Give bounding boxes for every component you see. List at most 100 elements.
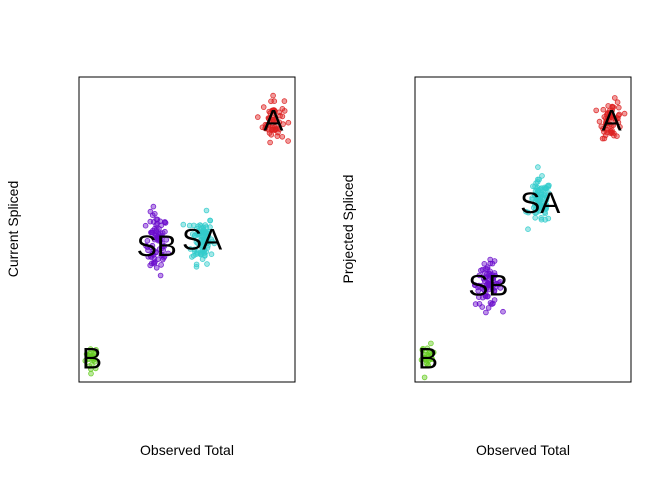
data-point-sb (142, 222, 149, 229)
data-point-a (593, 107, 599, 114)
data-point-a (616, 111, 623, 118)
data-point-sa (192, 232, 198, 239)
x-axis-title: Observed Total (140, 442, 234, 458)
data-point-sb (491, 288, 498, 295)
data-point-sa (543, 202, 550, 208)
data-point-sb (163, 237, 170, 243)
data-point-sa (193, 239, 200, 245)
data-point-sb (481, 260, 488, 267)
data-point-a (270, 107, 277, 113)
data-point-a (596, 118, 603, 125)
data-point-sa (532, 207, 539, 213)
data-point-a (267, 139, 273, 146)
scatter-panel-projected: B SB SA A Observed Total Projected Spliced (340, 76, 632, 458)
data-point-a (262, 125, 269, 132)
data-point-b (92, 349, 99, 355)
data-point-sa (204, 261, 210, 267)
data-point-sb (491, 297, 498, 303)
data-point-sb (153, 216, 160, 223)
data-point-sb (158, 262, 164, 268)
cluster-label-sa: SA (520, 187, 560, 220)
data-point-sa (533, 180, 539, 186)
data-point-a (610, 104, 617, 110)
data-point-a (260, 104, 267, 110)
data-point-sb (150, 247, 157, 254)
data-point-sb (162, 219, 168, 225)
data-point-sa (186, 222, 193, 229)
data-point-sa (525, 226, 531, 233)
data-point-sb (488, 301, 495, 307)
plot-frame (78, 76, 296, 383)
data-point-sa (542, 210, 548, 217)
data-point-a (607, 128, 614, 134)
data-point-a (254, 114, 261, 120)
data-point-a (279, 106, 286, 112)
data-point-a (609, 116, 616, 122)
data-point-a (605, 103, 611, 109)
data-point-sb (476, 272, 483, 279)
data-point-sa (198, 251, 204, 258)
data-point-sa (535, 164, 541, 170)
data-point-a (285, 119, 292, 126)
data-point-b (421, 374, 428, 381)
cluster-label-a: A (602, 105, 622, 138)
data-point-sb (487, 260, 494, 267)
data-point-b (419, 347, 426, 353)
data-point-sa (191, 248, 198, 254)
data-point-sb (161, 254, 167, 261)
data-point-sb (147, 208, 154, 215)
data-point-a (605, 120, 612, 126)
data-point-a (276, 119, 283, 125)
cluster-label-sb: SB (137, 230, 177, 263)
data-point-a (268, 98, 274, 105)
data-point-a (611, 132, 617, 139)
data-point-a (601, 129, 607, 135)
y-axis-title: Current Spliced (5, 181, 21, 278)
data-point-sb (159, 230, 166, 236)
data-point-a (604, 126, 611, 133)
data-point-b (83, 351, 90, 357)
data-point-a (598, 123, 605, 130)
data-point-sb (154, 220, 161, 227)
data-point-sb (476, 294, 482, 301)
data-point-sb (475, 288, 482, 294)
data-point-b (429, 356, 436, 362)
data-point-a (604, 110, 611, 117)
data-point-sa (208, 236, 215, 243)
points-layer (82, 92, 292, 377)
data-point-a (279, 113, 286, 120)
data-point-a (267, 115, 273, 121)
data-point-a (621, 110, 628, 117)
data-point-sb (487, 256, 494, 263)
cluster-label-b: B (82, 343, 102, 376)
data-point-sa (532, 215, 538, 221)
data-point-sb (493, 280, 500, 287)
data-point-a (614, 99, 621, 105)
data-point-a (600, 106, 607, 113)
points-layer (418, 95, 628, 381)
data-point-sa (208, 251, 215, 258)
data-point-sa (545, 215, 552, 222)
data-point-sb (485, 293, 491, 300)
data-point-sb (478, 267, 484, 274)
data-point-sb (471, 282, 478, 289)
data-point-b (428, 352, 434, 358)
data-point-sa (538, 185, 545, 192)
data-point-sb (483, 266, 489, 272)
data-point-sb (147, 253, 154, 259)
data-point-b (88, 366, 94, 372)
data-point-a (599, 135, 606, 142)
data-point-b (90, 355, 97, 362)
data-point-sb (159, 240, 165, 246)
data-point-a (279, 134, 286, 140)
data-point-sb (483, 309, 489, 316)
data-point-b (425, 362, 432, 369)
data-point-sb (485, 305, 492, 311)
data-point-sa (203, 233, 210, 240)
data-point-sa (193, 263, 200, 270)
y-axis-title: Projected Spliced (340, 175, 356, 284)
data-point-sb (156, 225, 162, 232)
